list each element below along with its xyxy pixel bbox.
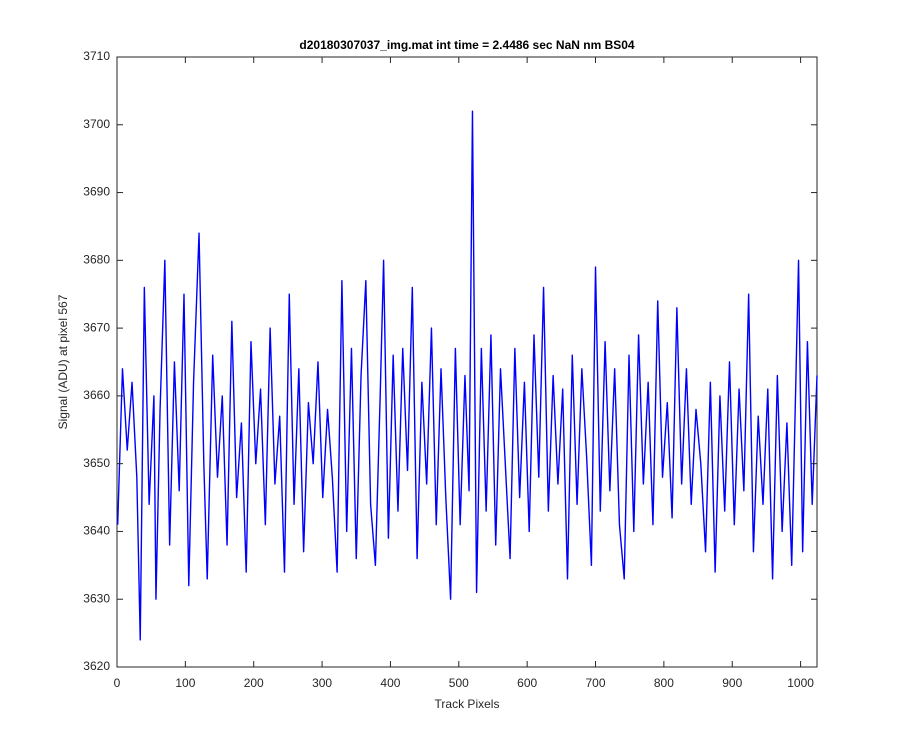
- x-tick-label: 400: [380, 676, 400, 690]
- x-tick-label: 300: [312, 676, 332, 690]
- y-tick-label: 3630: [83, 591, 110, 605]
- x-tick-label: 800: [654, 676, 674, 690]
- x-tick-label: 700: [586, 676, 606, 690]
- axes-box: [116, 56, 818, 668]
- chart-title: d20180307037_img.mat int time = 2.4486 s…: [299, 38, 635, 52]
- plot-area: [116, 110, 818, 641]
- y-tick-label: 3650: [83, 456, 110, 470]
- y-axis-label: Signal (ADU) at pixel 567: [56, 294, 70, 429]
- x-tick-label: 1000: [787, 676, 814, 690]
- x-axis-label: Track Pixels: [435, 697, 500, 711]
- y-tick-label: 3690: [83, 185, 110, 199]
- y-tick-label: 3710: [83, 49, 110, 63]
- x-tick-label: 500: [449, 676, 469, 690]
- x-tick-label: 600: [517, 676, 537, 690]
- y-tick-label: 3620: [83, 659, 110, 673]
- y-tick-label: 3670: [83, 320, 110, 334]
- y-tick-label: 3680: [83, 253, 110, 267]
- data-line: [116, 110, 818, 641]
- y-tick-label: 3640: [83, 524, 110, 538]
- y-tick-label: 3660: [83, 388, 110, 402]
- x-tick-label: 900: [722, 676, 742, 690]
- x-tick-label: 200: [244, 676, 264, 690]
- x-tick-label: 100: [175, 676, 195, 690]
- x-tick-label: 0: [114, 676, 121, 690]
- y-tick-label: 3700: [83, 117, 110, 131]
